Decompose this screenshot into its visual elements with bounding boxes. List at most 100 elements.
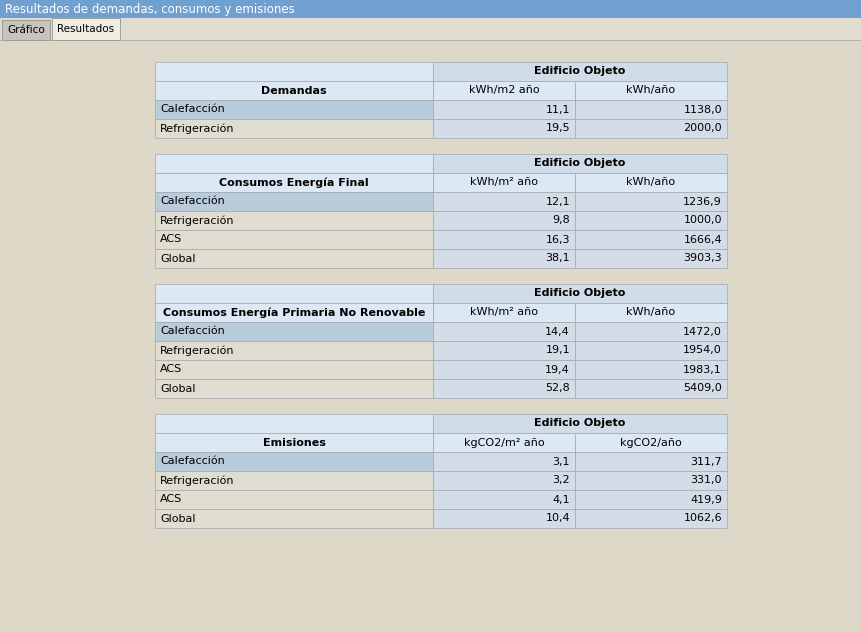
Bar bbox=[155, 303, 433, 322]
Text: 16,3: 16,3 bbox=[546, 235, 570, 244]
Bar bbox=[433, 173, 575, 192]
Text: 1062,6: 1062,6 bbox=[684, 514, 722, 524]
Bar bbox=[155, 249, 433, 268]
Text: 3903,3: 3903,3 bbox=[684, 254, 722, 264]
Bar bbox=[575, 81, 727, 100]
Text: Global: Global bbox=[160, 254, 195, 264]
Text: kWh/año: kWh/año bbox=[627, 85, 676, 95]
Bar bbox=[433, 230, 575, 249]
Bar bbox=[575, 100, 727, 119]
Bar bbox=[155, 230, 433, 249]
Bar bbox=[155, 284, 433, 303]
Bar bbox=[433, 211, 575, 230]
Text: 19,5: 19,5 bbox=[545, 124, 570, 134]
Text: 1472,0: 1472,0 bbox=[683, 326, 722, 336]
Text: 3,2: 3,2 bbox=[553, 476, 570, 485]
Bar bbox=[433, 360, 575, 379]
Text: 1983,1: 1983,1 bbox=[684, 365, 722, 375]
Text: Consumos Energía Primaria No Renovable: Consumos Energía Primaria No Renovable bbox=[163, 307, 425, 318]
Bar bbox=[433, 322, 575, 341]
Bar bbox=[155, 173, 433, 192]
Bar bbox=[433, 509, 575, 528]
Text: Calefacción: Calefacción bbox=[160, 196, 225, 206]
Text: Calefacción: Calefacción bbox=[160, 456, 225, 466]
Bar bbox=[155, 100, 433, 119]
Text: 4,1: 4,1 bbox=[553, 495, 570, 505]
Bar bbox=[433, 192, 575, 211]
Bar bbox=[433, 154, 727, 173]
Bar bbox=[52, 18, 120, 40]
Bar bbox=[575, 173, 727, 192]
Text: ACS: ACS bbox=[160, 235, 183, 244]
Text: 2000,0: 2000,0 bbox=[684, 124, 722, 134]
Bar bbox=[433, 490, 575, 509]
Text: Refrigeración: Refrigeración bbox=[160, 123, 234, 134]
Text: Consumos Energía Final: Consumos Energía Final bbox=[220, 177, 369, 188]
Bar bbox=[155, 192, 433, 211]
Bar bbox=[155, 62, 433, 81]
Bar bbox=[575, 452, 727, 471]
Text: 1000,0: 1000,0 bbox=[684, 216, 722, 225]
Text: Refrigeración: Refrigeración bbox=[160, 345, 234, 356]
Text: Global: Global bbox=[160, 514, 195, 524]
Text: 5409,0: 5409,0 bbox=[684, 384, 722, 394]
Text: 19,4: 19,4 bbox=[545, 365, 570, 375]
Text: 1666,4: 1666,4 bbox=[684, 235, 722, 244]
Text: Refrigeración: Refrigeración bbox=[160, 215, 234, 226]
Bar bbox=[433, 452, 575, 471]
Bar bbox=[575, 433, 727, 452]
Text: 1138,0: 1138,0 bbox=[684, 105, 722, 114]
Text: Global: Global bbox=[160, 384, 195, 394]
Bar bbox=[575, 211, 727, 230]
Text: 331,0: 331,0 bbox=[691, 476, 722, 485]
Bar bbox=[155, 341, 433, 360]
Bar bbox=[433, 471, 575, 490]
Text: Edificio Objeto: Edificio Objeto bbox=[535, 66, 626, 76]
Bar bbox=[575, 192, 727, 211]
Bar bbox=[433, 433, 575, 452]
Text: kWh/m2 año: kWh/m2 año bbox=[468, 85, 539, 95]
Bar bbox=[155, 509, 433, 528]
Text: 9,8: 9,8 bbox=[552, 216, 570, 225]
Bar bbox=[433, 62, 727, 81]
Bar bbox=[433, 303, 575, 322]
Bar bbox=[575, 360, 727, 379]
Bar bbox=[575, 249, 727, 268]
Bar bbox=[2, 20, 50, 40]
Bar bbox=[575, 471, 727, 490]
Bar bbox=[155, 452, 433, 471]
Bar bbox=[575, 322, 727, 341]
Text: 11,1: 11,1 bbox=[546, 105, 570, 114]
Text: Calefacción: Calefacción bbox=[160, 326, 225, 336]
Bar bbox=[433, 284, 727, 303]
Bar bbox=[155, 433, 433, 452]
Text: Edificio Objeto: Edificio Objeto bbox=[535, 418, 626, 428]
Bar bbox=[155, 211, 433, 230]
Text: 419,9: 419,9 bbox=[691, 495, 722, 505]
Text: 1954,0: 1954,0 bbox=[684, 346, 722, 355]
Bar bbox=[155, 490, 433, 509]
Text: kWh/m² año: kWh/m² año bbox=[470, 177, 538, 187]
Bar bbox=[155, 81, 433, 100]
Text: 19,1: 19,1 bbox=[545, 346, 570, 355]
Text: kgCO2/m² año: kgCO2/m² año bbox=[464, 437, 544, 447]
Bar bbox=[155, 322, 433, 341]
Text: kWh/m² año: kWh/m² año bbox=[470, 307, 538, 317]
Text: 52,8: 52,8 bbox=[545, 384, 570, 394]
Bar bbox=[433, 341, 575, 360]
Bar bbox=[575, 230, 727, 249]
Bar bbox=[155, 360, 433, 379]
Bar bbox=[575, 379, 727, 398]
Bar bbox=[0, 18, 861, 40]
Bar bbox=[575, 119, 727, 138]
Text: 14,4: 14,4 bbox=[545, 326, 570, 336]
Bar bbox=[433, 379, 575, 398]
Bar bbox=[433, 414, 727, 433]
Bar bbox=[433, 100, 575, 119]
Text: 3,1: 3,1 bbox=[553, 456, 570, 466]
Bar bbox=[155, 119, 433, 138]
Text: Gráfico: Gráfico bbox=[7, 25, 45, 35]
Bar bbox=[575, 341, 727, 360]
Bar bbox=[575, 490, 727, 509]
Text: 1236,9: 1236,9 bbox=[684, 196, 722, 206]
